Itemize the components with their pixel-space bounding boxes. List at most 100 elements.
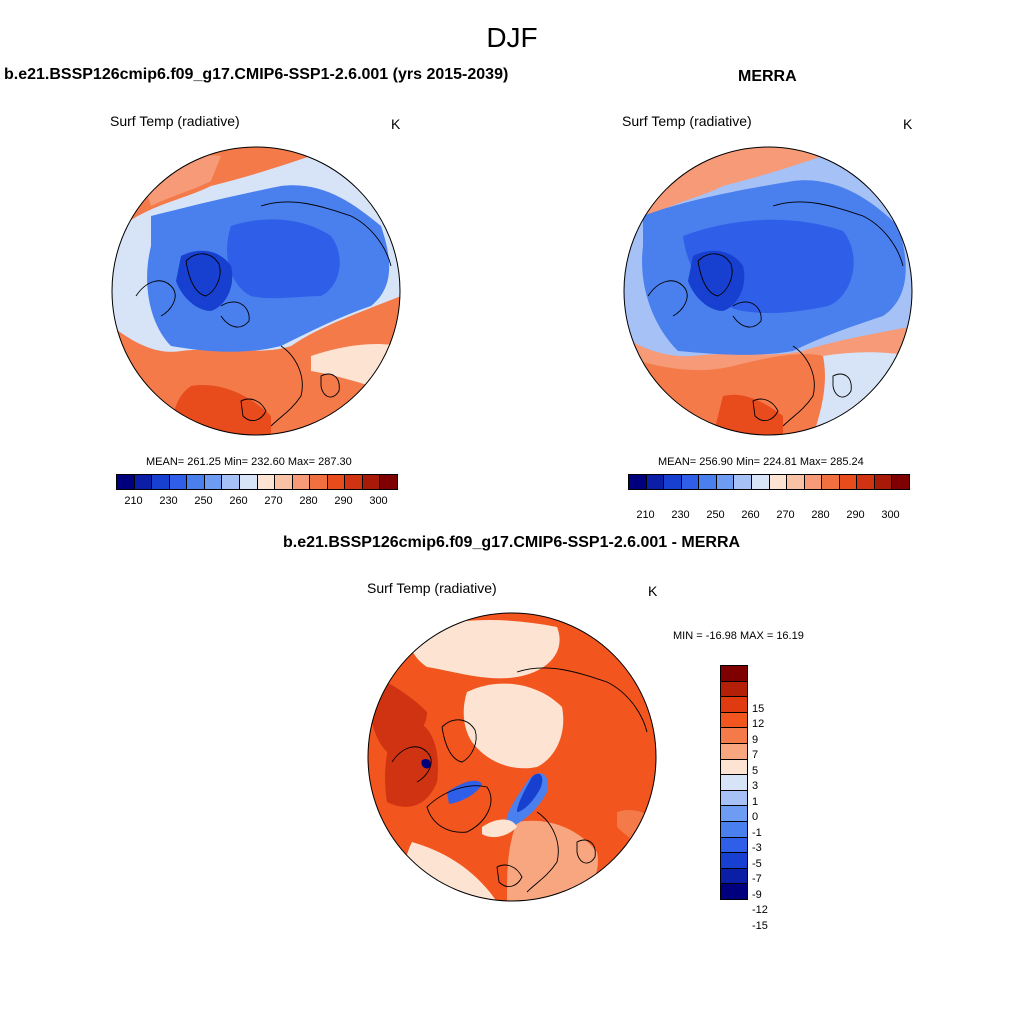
- colorbar-swatch: [134, 475, 153, 489]
- diff-stats-label: MIN = -16.98 MAX = 16.19: [673, 630, 804, 642]
- obs-panel-title: MERRA: [738, 68, 797, 85]
- model-panel-title: b.e21.BSSP126cmip6.f09_g17.CMIP6-SSP1-2.…: [4, 66, 509, 83]
- diff-unit-label: K: [648, 583, 658, 599]
- obs-colorbar: [628, 474, 910, 490]
- colorbar-swatch: [874, 475, 893, 489]
- colorbar-swatch: [721, 759, 747, 776]
- colorbar-tick-label: 270: [776, 509, 795, 521]
- colorbar-tick-label: 230: [159, 495, 178, 507]
- colorbar-swatch: [380, 475, 397, 489]
- colorbar-swatch: [892, 475, 909, 489]
- colorbar-tick-label: 230: [671, 509, 690, 521]
- colorbar-tick-label: 260: [741, 509, 760, 521]
- colorbar-tick-label: 9: [752, 733, 759, 746]
- obs-colorbar-ticks: 210 230 250 260 270 280 290 300: [628, 509, 908, 523]
- colorbar-tick-label: 280: [299, 495, 318, 507]
- colorbar-swatch: [716, 475, 735, 489]
- colorbar-swatch: [721, 712, 747, 729]
- colorbar-tick-label: 270: [264, 495, 283, 507]
- colorbar-tick-label: 12: [752, 718, 765, 731]
- colorbar-swatch: [204, 475, 223, 489]
- model-colorbar: [116, 474, 398, 490]
- diff-polar-map: [367, 612, 657, 902]
- model-colorbar-ticks: 210 230 250 260 270 280 290 300: [116, 495, 396, 509]
- colorbar-swatch: [169, 475, 188, 489]
- colorbar-swatch: [721, 666, 747, 682]
- colorbar-swatch: [721, 790, 747, 807]
- colorbar-tick-label: 280: [811, 509, 830, 521]
- diff-variable-label: Surf Temp (radiative): [367, 580, 497, 596]
- colorbar-tick-label: 0: [752, 811, 759, 824]
- obs-stats-label: MEAN= 256.90 Min= 224.81 Max= 285.24: [658, 456, 864, 468]
- model-stats-label: MEAN= 261.25 Min= 232.60 Max= 287.30: [146, 456, 352, 468]
- colorbar-tick-label: 260: [229, 495, 248, 507]
- colorbar-swatch: [721, 775, 747, 791]
- model-polar-map: [111, 146, 401, 436]
- colorbar-swatch: [822, 475, 840, 489]
- colorbar-tick-label: 5: [752, 764, 759, 777]
- obs-polar-map: [623, 146, 913, 436]
- colorbar-tick-label: 15: [752, 702, 765, 715]
- colorbar-tick-label: -5: [752, 857, 762, 870]
- colorbar-tick-label: 3: [752, 780, 759, 793]
- main-title: DJF: [486, 22, 538, 53]
- colorbar-tick-label: 7: [752, 749, 759, 762]
- colorbar-swatch: [787, 475, 805, 489]
- model-variable-label: Surf Temp (radiative): [110, 113, 240, 129]
- diff-colorbar-ticks: 15 12 9 7 5 3 1 0 -1 -3 -5 -7 -9 -12 -15: [752, 693, 792, 932]
- colorbar-swatch: [187, 475, 205, 489]
- diff-panel-title: b.e21.BSSP126cmip6.f09_g17.CMIP6-SSP1-2.…: [283, 534, 741, 551]
- colorbar-swatch: [721, 821, 747, 838]
- colorbar-tick-label: 290: [334, 495, 353, 507]
- colorbar-swatch: [275, 475, 293, 489]
- colorbar-swatch: [664, 475, 682, 489]
- colorbar-tick-label: 1: [752, 795, 759, 808]
- model-unit-label: K: [391, 116, 401, 132]
- colorbar-swatch: [751, 475, 770, 489]
- colorbar-swatch: [721, 868, 747, 885]
- colorbar-tick-label: 300: [881, 509, 900, 521]
- colorbar-swatch: [839, 475, 858, 489]
- colorbar-swatch: [804, 475, 823, 489]
- colorbar-swatch: [721, 697, 747, 713]
- colorbar-swatch: [239, 475, 258, 489]
- colorbar-swatch: [152, 475, 170, 489]
- colorbar-swatch: [699, 475, 717, 489]
- colorbar-tick-label: 250: [194, 495, 213, 507]
- colorbar-swatch: [857, 475, 875, 489]
- colorbar-tick-label: 290: [846, 509, 865, 521]
- colorbar-tick-label: -7: [752, 873, 762, 886]
- colorbar-swatch: [721, 884, 747, 899]
- colorbar-tick-label: 250: [706, 509, 725, 521]
- obs-variable-label: Surf Temp (radiative): [622, 113, 752, 129]
- colorbar-tick-label: 210: [124, 495, 143, 507]
- colorbar-swatch: [222, 475, 240, 489]
- colorbar-swatch: [721, 728, 747, 744]
- colorbar-tick-label: -9: [752, 888, 762, 901]
- colorbar-swatch: [327, 475, 346, 489]
- colorbar-swatch: [734, 475, 752, 489]
- colorbar-tick-label: 210: [636, 509, 655, 521]
- colorbar-swatch: [721, 743, 747, 760]
- colorbar-tick-label: -15: [752, 920, 768, 932]
- colorbar-swatch: [310, 475, 328, 489]
- colorbar-swatch: [721, 853, 747, 869]
- colorbar-swatch: [345, 475, 363, 489]
- colorbar-swatch: [646, 475, 665, 489]
- colorbar-tick-label: -1: [752, 826, 762, 839]
- colorbar-swatch: [292, 475, 311, 489]
- colorbar-swatch: [117, 475, 135, 489]
- colorbar-swatch: [769, 475, 788, 489]
- colorbar-swatch: [721, 837, 747, 854]
- obs-unit-label: K: [903, 116, 913, 132]
- colorbar-swatch: [721, 681, 747, 698]
- colorbar-swatch: [721, 806, 747, 822]
- colorbar-swatch: [681, 475, 700, 489]
- colorbar-swatch: [629, 475, 647, 489]
- colorbar-swatch: [257, 475, 276, 489]
- colorbar-swatch: [362, 475, 381, 489]
- colorbar-tick-label: 300: [369, 495, 388, 507]
- diff-colorbar: [720, 665, 748, 900]
- colorbar-tick-label: -12: [752, 904, 768, 917]
- colorbar-tick-label: -3: [752, 842, 762, 855]
